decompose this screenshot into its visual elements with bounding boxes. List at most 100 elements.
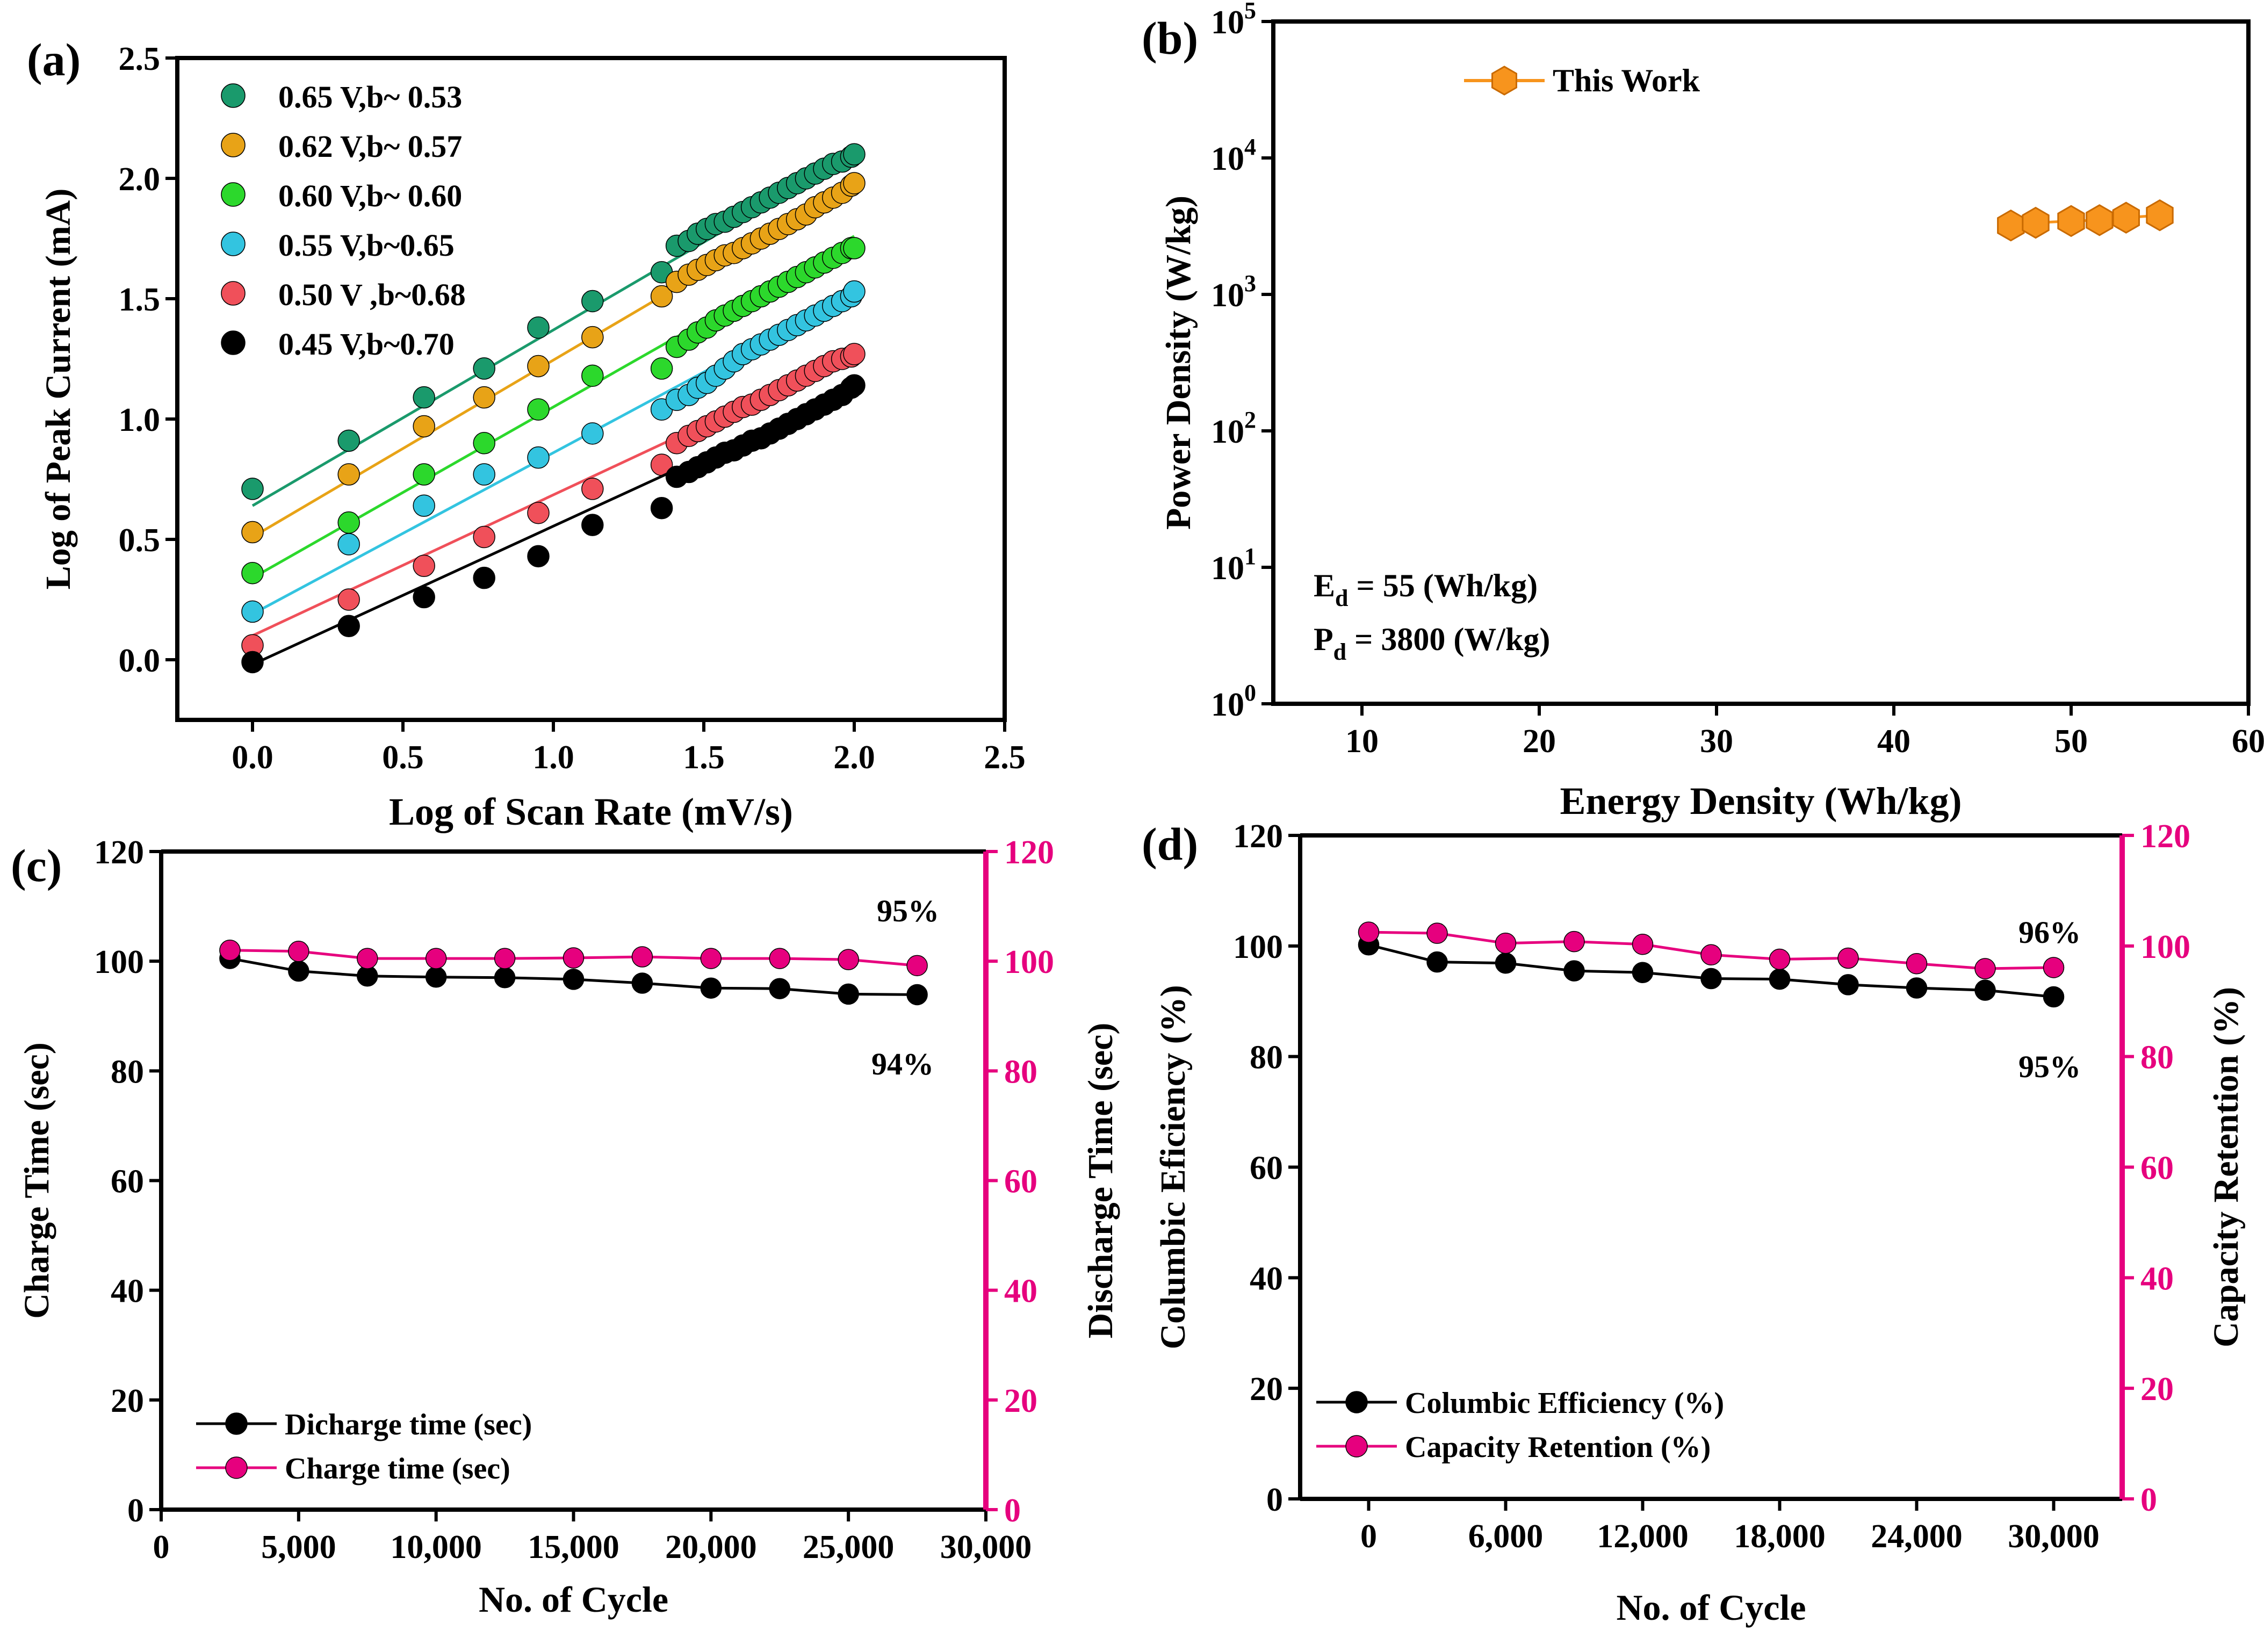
data-point-5-6 [650,497,673,520]
data-point-1 [2022,206,2050,239]
annotation-bottom: 95% [2018,1049,2081,1084]
data-point-1-5 [563,947,585,969]
data-point-4-27 [843,343,866,365]
power-annotation-sub: d [1333,639,1346,665]
y-tick-label: 40 [1250,1260,1283,1297]
data-point-0-4 [527,316,550,339]
y-tick-label: 80 [1250,1040,1283,1076]
data-point-3-4 [527,446,550,469]
data-point-4 [2112,201,2140,234]
data-point-1-0 [241,521,264,544]
data-point-2-1 [337,511,360,534]
legend-label-5: 0.45 V,b~0.70 [278,327,455,362]
data-point-0-10 [2043,986,2065,1008]
right-y-tick-label: 100 [2140,929,2190,965]
x-tick-label: 60 [2232,723,2264,760]
right-y-tick-label: 60 [2140,1150,2174,1187]
data-point-1-5 [581,326,604,349]
data-point-1-3 [1563,930,1585,953]
data-point-1-6 [631,946,653,968]
legend-label: This Work [1553,63,1700,98]
data-point-2-5 [581,364,604,387]
y-tick-exponent: 2 [1244,407,1256,433]
data-point-1-0 [1358,921,1380,943]
data-point-0-8 [1906,977,1928,999]
y-axis-title: Charge Time (sec) [17,1042,56,1318]
panel-label: (a) [27,34,81,85]
x-tick-label: 18,000 [1734,1518,1826,1555]
y-tick-exponent: 3 [1244,270,1256,297]
data-point-2 [2057,205,2085,237]
y-tick-exponent: 5 [1244,0,1256,24]
data-point-0-0 [241,478,264,500]
right-y-tick-label: 80 [2140,1040,2174,1076]
y-tick-exponent: 1 [1244,543,1256,569]
right-y-tick-label: 0 [1004,1492,1021,1529]
data-point-0-8 [769,978,790,999]
legend-label-2: 0.60 V,b~ 0.60 [278,178,462,213]
right-y-tick-label: 120 [1004,834,1054,871]
y-tick-label: 100 [1211,680,1256,723]
y-tick-label: 60 [111,1164,144,1200]
data-point-1-8 [1906,953,1928,975]
y-tick-label: 120 [1233,818,1283,855]
data-point-0-5 [563,969,585,990]
right-y-tick-label: 120 [2140,818,2190,855]
data-point-1-4 [527,355,550,378]
power-density-annotation: Pd = 3800 (W/kg) [1314,622,1550,665]
legend-marker-0 [1345,1391,1368,1413]
data-point-0-3 [473,357,495,380]
data-point-0-4 [494,967,516,989]
x-tick-label: 50 [2054,723,2088,760]
data-point-4-5 [581,478,604,500]
y-tick-base: 10 [1211,550,1244,587]
data-point-5-4 [527,545,550,568]
y-tick-label: 101 [1211,543,1256,587]
y-tick-label: 80 [111,1054,144,1090]
y-tick-label: 2.0 [119,161,161,198]
data-point-5-27 [843,374,866,397]
legend-marker-4 [221,281,246,306]
data-point-0-6 [1769,968,1791,990]
data-point-2-0 [241,561,264,585]
data-point-0-5 [581,290,604,313]
data-point-4-1 [337,588,360,611]
data-point-4-4 [527,501,550,524]
annotation-bottom: 94% [871,1047,934,1081]
y-tick-exponent: 4 [1244,134,1256,160]
x-tick-label: 12,000 [1597,1518,1689,1555]
x-tick-label: 0.0 [232,739,273,776]
panel-label: (d) [1142,818,1198,870]
data-point-0-5 [1700,968,1722,990]
x-tick-label: 24,000 [1871,1518,1963,1555]
data-point-0-1 [288,960,309,982]
legend-marker-1 [225,1456,248,1479]
data-point-3-2 [413,494,435,517]
y-tick-base: 10 [1211,687,1244,723]
panel-label: (c) [11,840,62,891]
y-tick-base: 10 [1211,414,1244,450]
data-point-5 [2146,199,2174,232]
x-tick-label: 6,000 [1468,1518,1544,1555]
right-y-tick-label: 0 [2140,1482,2157,1518]
legend-marker-0 [221,83,246,108]
legend-label-4: 0.50 V ,b~0.68 [278,277,466,312]
data-point-0-10 [906,984,928,1006]
data-point-0-3 [1563,960,1585,982]
x-tick-label: 20 [1523,723,1556,760]
data-point-1-1 [288,941,309,962]
y-tick-label: 0.5 [119,522,161,559]
data-point-0-27 [843,143,866,165]
panel-a: 0.0 0.5 1.0 1.5 2.0 2.5 0.0 0.5 1.0 1.5 2.0 2.5 Log … [27,34,1026,833]
power-annotation-main: P [1314,622,1333,657]
data-point-1-4 [1632,933,1654,955]
data-point-0-3 [425,966,447,988]
data-point-5-0 [241,651,264,674]
data-point-3 [2086,204,2114,236]
right-y-axis-title: Capacity Retention (%) [2207,987,2246,1347]
panel-label: (b) [1142,12,1198,64]
x-tick-label: 1.5 [683,739,725,776]
y-tick-label: 20 [1250,1371,1283,1408]
